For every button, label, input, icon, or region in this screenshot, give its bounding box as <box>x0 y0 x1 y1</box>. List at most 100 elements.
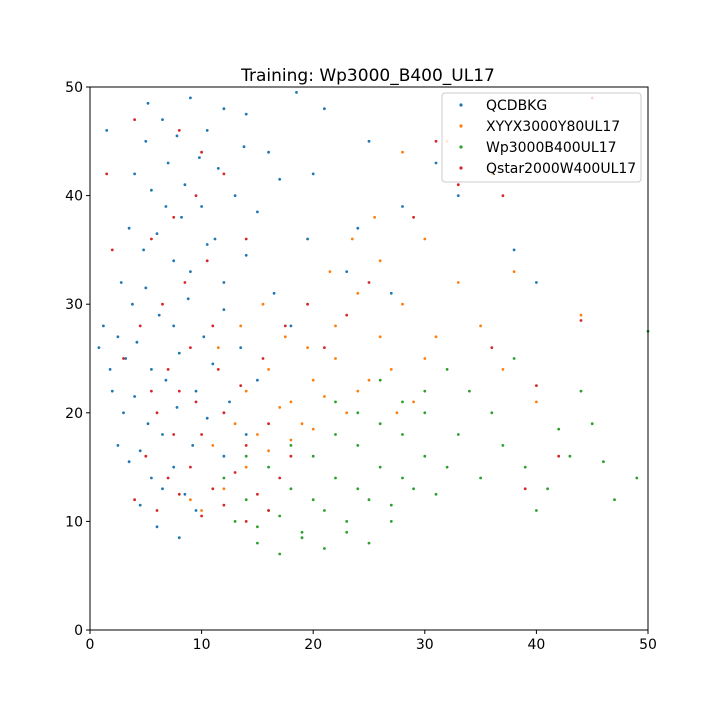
legend-marker <box>459 103 463 107</box>
data-point <box>200 514 204 518</box>
data-point <box>267 509 270 512</box>
data-point <box>256 541 259 545</box>
data-point <box>200 205 204 208</box>
data-point <box>202 335 206 339</box>
data-point <box>434 161 438 165</box>
data-point <box>144 139 148 143</box>
data-point <box>323 547 326 550</box>
data-point <box>345 270 349 273</box>
data-point <box>389 503 393 507</box>
data-point <box>289 487 293 491</box>
data-point <box>150 476 153 480</box>
data-point <box>300 530 304 534</box>
y-tick-label: 0 <box>74 623 83 639</box>
data-point <box>602 460 605 464</box>
data-point <box>323 107 326 111</box>
data-point <box>356 411 360 415</box>
data-point <box>490 346 494 349</box>
data-point <box>378 335 382 339</box>
data-point <box>512 357 516 360</box>
data-point <box>198 156 201 160</box>
data-point <box>278 514 282 518</box>
data-point <box>389 520 393 523</box>
data-point <box>445 368 449 371</box>
data-point <box>233 520 237 523</box>
data-point <box>194 389 198 393</box>
data-point <box>172 259 176 263</box>
data-point <box>434 139 438 143</box>
data-point <box>345 411 349 415</box>
data-point <box>412 487 415 491</box>
data-point <box>501 368 505 371</box>
data-point <box>239 324 243 328</box>
y-tick-label: 10 <box>65 514 83 530</box>
data-point <box>479 324 482 328</box>
data-point <box>323 346 326 349</box>
data-point <box>150 389 153 393</box>
data-point <box>180 215 183 219</box>
data-point <box>311 454 315 458</box>
data-point <box>300 422 304 426</box>
data-point <box>116 444 120 447</box>
data-point <box>244 465 248 469</box>
data-point <box>423 411 427 415</box>
data-point <box>211 324 215 328</box>
data-point <box>261 357 265 360</box>
legend-marker <box>459 124 463 128</box>
series-0 <box>97 91 538 540</box>
x-tick-label: 20 <box>304 637 322 653</box>
data-point <box>423 454 427 458</box>
y-tick-label: 30 <box>65 297 83 313</box>
data-point <box>523 465 527 469</box>
data-point <box>166 161 170 165</box>
data-point <box>523 487 527 491</box>
data-point <box>183 492 187 496</box>
data-point <box>183 281 187 284</box>
data-point <box>345 530 349 534</box>
legend-marker <box>459 166 463 170</box>
data-point <box>490 411 494 415</box>
data-point <box>177 129 181 132</box>
data-point <box>177 492 181 496</box>
data-point <box>512 248 516 252</box>
data-point <box>166 476 170 480</box>
data-point <box>278 406 282 409</box>
data-point <box>579 313 583 317</box>
data-point <box>239 384 243 387</box>
data-point <box>133 172 137 176</box>
data-point <box>456 194 460 198</box>
data-point <box>378 259 382 263</box>
data-point <box>256 492 259 496</box>
data-point <box>535 509 538 512</box>
data-point <box>635 476 639 480</box>
data-point <box>194 509 198 512</box>
data-point <box>161 433 164 436</box>
data-point <box>222 172 226 176</box>
legend: QCDBKG XYYX3000Y80UL17 Wp3000B400UL17 Qstar… <box>441 92 642 183</box>
data-point <box>155 525 159 529</box>
data-point <box>412 400 415 404</box>
data-point <box>189 96 192 100</box>
data-point <box>579 389 583 393</box>
data-point <box>194 400 198 404</box>
data-point <box>222 454 226 458</box>
data-point <box>557 427 561 431</box>
data-point <box>164 378 168 382</box>
data-point <box>144 454 148 458</box>
data-point <box>102 324 105 328</box>
data-point <box>213 237 217 241</box>
data-point <box>278 552 282 556</box>
data-point <box>150 368 153 371</box>
data-point <box>97 346 101 349</box>
data-point <box>133 395 137 398</box>
data-point <box>401 400 404 404</box>
data-point <box>512 270 516 273</box>
data-point <box>272 291 276 295</box>
data-point <box>456 281 460 284</box>
data-point <box>289 444 293 447</box>
data-point <box>228 400 231 404</box>
data-point <box>244 444 248 447</box>
data-point <box>119 281 123 284</box>
points-layer <box>97 91 650 556</box>
